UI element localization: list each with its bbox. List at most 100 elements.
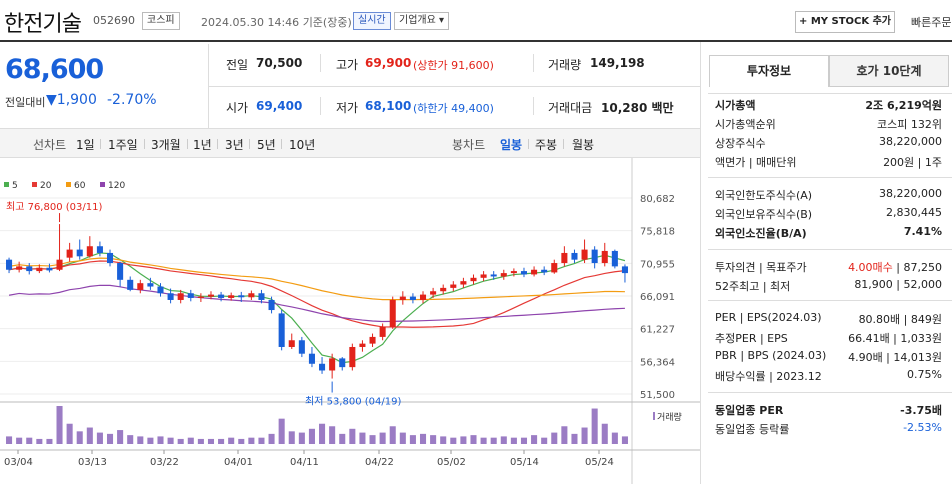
period-1[interactable]: 1주일 [108, 138, 138, 152]
divider [100, 139, 101, 149]
volume-bar [218, 438, 225, 444]
candle-body[interactable] [419, 294, 427, 300]
quick-order-link[interactable]: 빠른주문 [911, 16, 952, 29]
candle-body[interactable] [298, 340, 305, 354]
candle-body[interactable] [470, 277, 477, 282]
candle-body[interactable] [561, 252, 568, 264]
candle-period-2[interactable]: 월봉 [572, 138, 595, 152]
tab-investment-info[interactable]: 투자정보 [709, 55, 829, 87]
candle-body[interactable] [480, 274, 487, 278]
candle-body[interactable] [258, 293, 265, 300]
candle-body[interactable] [359, 343, 366, 347]
candle-body[interactable] [399, 296, 406, 300]
candle-body[interactable] [531, 269, 538, 275]
candle-body[interactable] [66, 249, 73, 258]
candle-body[interactable] [450, 284, 457, 288]
volume-bar [621, 436, 628, 444]
volume-bar [591, 408, 598, 444]
candle-body[interactable] [36, 267, 43, 272]
candle-body[interactable] [520, 271, 528, 275]
candle-body[interactable] [510, 271, 517, 274]
add-mystock-button[interactable]: + MY STOCK 추가 [795, 11, 895, 33]
divider [320, 54, 321, 72]
stock-chart[interactable]: 5 20 60 120 80,682 75,818 70,955 66,091 61,227 56… [0, 158, 700, 484]
period-0[interactable]: 1일 [76, 138, 95, 152]
candle-body[interactable] [137, 283, 144, 290]
market-badge: 코스피 [142, 12, 180, 30]
candle-body[interactable] [571, 252, 578, 260]
candle-body[interactable] [268, 299, 275, 311]
candle-body[interactable] [177, 293, 184, 300]
volume-bar [531, 435, 538, 444]
candle-body[interactable] [16, 266, 23, 270]
candle-body[interactable] [86, 246, 93, 257]
candle-body[interactable] [248, 293, 255, 298]
volume-bar [430, 435, 437, 444]
candle-body[interactable] [167, 293, 174, 300]
candle-body[interactable] [591, 249, 598, 264]
candle-body[interactable] [349, 346, 356, 368]
candle-body[interactable] [6, 259, 13, 270]
candle-body[interactable] [187, 293, 194, 298]
candle-body[interactable] [288, 340, 295, 347]
candle-body[interactable] [611, 250, 618, 267]
candle-body[interactable] [430, 291, 437, 295]
volume-bar [581, 427, 588, 444]
volume-bar [601, 423, 608, 444]
company-overview-dropdown[interactable]: 기업개요 ▾ [394, 12, 450, 30]
period-5[interactable]: 5년 [257, 138, 276, 152]
candle-period-0[interactable]: 일봉 [500, 138, 523, 152]
candle-body[interactable] [26, 266, 33, 272]
candle-body[interactable] [76, 249, 83, 257]
candle-body[interactable] [551, 263, 558, 273]
candle-body[interactable] [106, 252, 114, 264]
candle-body[interactable] [621, 266, 628, 274]
ma-60-line [8, 257, 625, 301]
candle-period-1[interactable]: 주봉 [535, 138, 558, 152]
candle-body[interactable] [319, 363, 326, 371]
prev-close-label: 전일 [226, 58, 249, 72]
candle-body[interactable] [440, 287, 447, 292]
candle-body[interactable] [117, 263, 124, 280]
volume-bar [369, 435, 376, 444]
volume-bar [268, 433, 275, 444]
tab-orderbook[interactable]: 호가 10단계 [829, 55, 949, 87]
period-6[interactable]: 10년 [289, 138, 316, 152]
candle-body[interactable] [157, 286, 164, 294]
candle-body[interactable] [500, 273, 507, 277]
candle-body[interactable] [147, 283, 154, 287]
candle-body[interactable] [127, 279, 134, 290]
period-3[interactable]: 1년 [193, 138, 212, 152]
divider [708, 300, 952, 301]
candle-body[interactable] [96, 246, 103, 253]
candle-body[interactable] [218, 294, 225, 298]
info-label: 동일업종 등락률 [715, 423, 790, 436]
period-4[interactable]: 3년 [225, 138, 244, 152]
candle-body[interactable] [278, 313, 285, 347]
amount-value: 10,280 백만 [601, 101, 674, 115]
y-tick-label: 56,364 [640, 357, 675, 368]
candle-body[interactable] [541, 269, 548, 273]
period-2[interactable]: 3개월 [151, 138, 181, 152]
candle-body[interactable] [308, 353, 315, 364]
candle-body[interactable] [207, 294, 215, 297]
candle-body[interactable] [339, 358, 346, 368]
candle-body[interactable] [389, 299, 396, 327]
realtime-badge[interactable]: 실시간 [353, 12, 391, 30]
candle-body[interactable] [56, 259, 63, 270]
candle-body[interactable] [46, 267, 53, 271]
candle-body[interactable] [369, 336, 376, 344]
candle-body[interactable] [409, 296, 416, 300]
candle-body[interactable] [329, 358, 336, 371]
candle-body[interactable] [601, 250, 608, 264]
candle-body[interactable] [379, 326, 386, 337]
x-tick-label: 05/02 [437, 457, 466, 468]
candle-body[interactable] [238, 295, 245, 298]
candle-body[interactable] [581, 249, 588, 260]
candle-body[interactable] [228, 295, 235, 298]
volume-bar [520, 437, 528, 444]
y-tick-label: 70,955 [640, 259, 675, 270]
candle-body[interactable] [197, 296, 204, 298]
candle-body[interactable] [460, 281, 467, 285]
candle-body[interactable] [490, 274, 497, 277]
